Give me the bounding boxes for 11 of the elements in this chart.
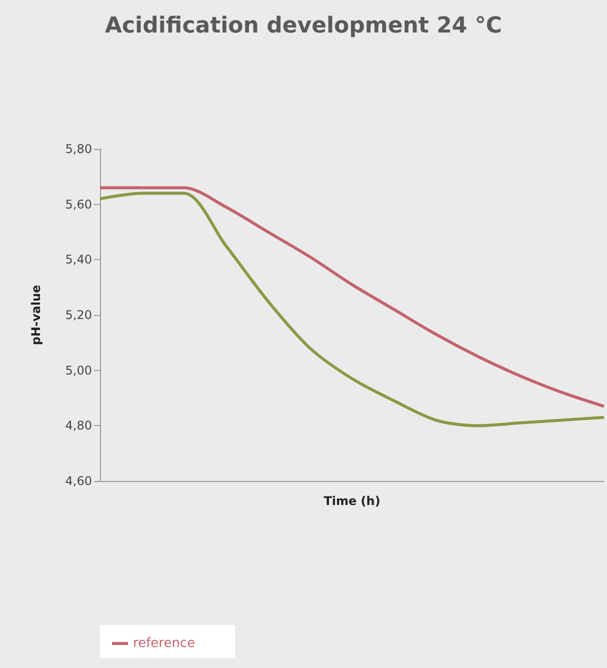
x-axis-title: Time (h) xyxy=(324,494,380,508)
y-tick-label: 4,60 xyxy=(65,474,92,488)
y-tick-label: 4,80 xyxy=(65,418,92,433)
legend-label: reference xyxy=(133,636,196,651)
y-tick-label: 5,40 xyxy=(65,252,92,267)
chart-title: Acidification development 24 °C xyxy=(104,14,502,38)
y-tick-label: 5,20 xyxy=(65,308,92,322)
y-tick-label: 5,60 xyxy=(65,197,92,212)
y-tick-label: 5,00 xyxy=(65,363,92,378)
y-tick-label: 5,80 xyxy=(65,142,92,156)
y-axis-title: pH-value xyxy=(29,284,43,346)
